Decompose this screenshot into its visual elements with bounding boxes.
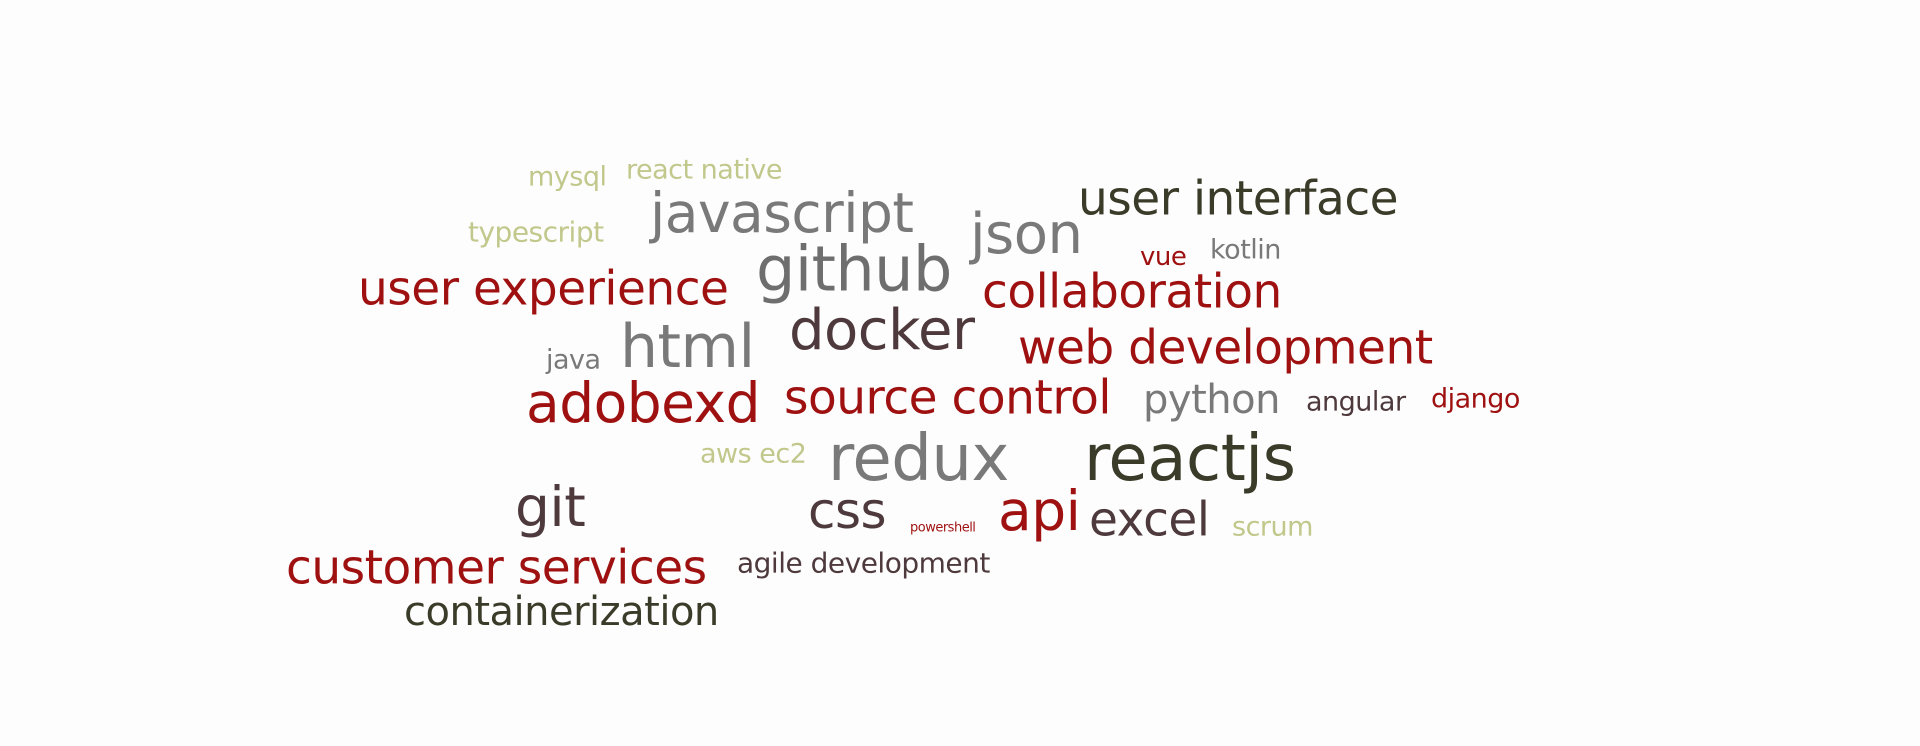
- word-source-control: source control: [784, 370, 1111, 426]
- word-customer-services: customer services: [286, 540, 707, 596]
- word-django: django: [1431, 383, 1520, 415]
- word-reactjs: reactjs: [1084, 421, 1296, 496]
- word-collaboration: collaboration: [982, 264, 1282, 320]
- word-web-development: web development: [1018, 320, 1433, 376]
- word-powershell: powershell: [910, 520, 976, 536]
- word-github: github: [756, 232, 952, 306]
- word-user-interface: user interface: [1078, 171, 1399, 227]
- word-docker: docker: [789, 298, 975, 364]
- word-adobexd: adobexd: [526, 371, 761, 435]
- word-typescript: typescript: [468, 215, 604, 249]
- word-javascript: javascript: [650, 181, 914, 245]
- word-containerization: containerization: [404, 589, 719, 635]
- word-python: python: [1143, 377, 1280, 423]
- word-aws-ec2: aws ec2: [700, 438, 807, 470]
- word-html: html: [620, 312, 755, 382]
- word-mysql: mysql: [528, 161, 607, 193]
- word-kotlin: kotlin: [1210, 234, 1281, 266]
- word-scrum: scrum: [1232, 511, 1313, 543]
- word-agile-development: agile development: [737, 546, 990, 580]
- word-git: git: [515, 475, 586, 539]
- word-react-native: react native: [626, 154, 783, 186]
- word-excel: excel: [1089, 492, 1210, 548]
- word-java: java: [546, 344, 601, 376]
- word-json: json: [970, 202, 1083, 268]
- word-angular: angular: [1306, 386, 1406, 418]
- word-vue: vue: [1140, 242, 1187, 273]
- word-redux: redux: [828, 421, 1009, 496]
- word-css: css: [808, 482, 887, 540]
- word-user-experience: user experience: [358, 261, 729, 317]
- word-api: api: [998, 479, 1081, 543]
